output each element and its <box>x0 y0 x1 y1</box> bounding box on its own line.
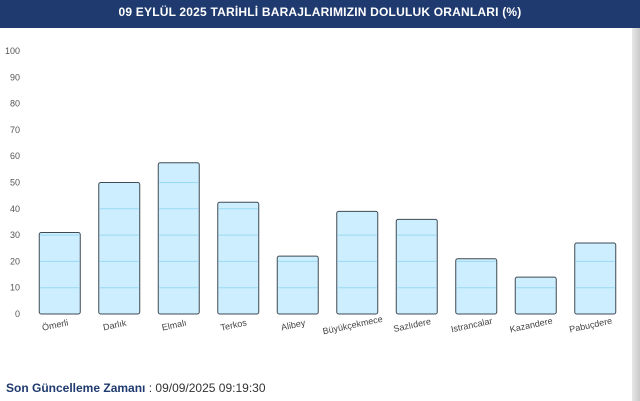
y-tick-label: 0 <box>15 309 20 319</box>
bar[interactable] <box>514 276 557 315</box>
bar[interactable] <box>98 182 141 315</box>
last-update-separator: : <box>145 381 156 395</box>
chart-title-bar: 09 EYLÜL 2025 TARİHLİ BARAJLARIMIZIN DOL… <box>0 0 640 28</box>
bar-group <box>514 276 557 315</box>
y-tick-label: 50 <box>10 178 20 188</box>
y-tick-label: 90 <box>10 72 20 82</box>
y-tick-label: 100 <box>5 46 20 56</box>
bar[interactable] <box>38 231 81 315</box>
bar[interactable] <box>276 255 319 315</box>
chart-area: 0 10 20 30 40 50 60 70 80 90 100 Ömerli Darlık Elmalı… <box>0 34 630 354</box>
bar-group <box>217 201 260 315</box>
last-update-label: Son Güncelleme Zamanı <box>6 381 146 395</box>
bar-group <box>455 258 498 315</box>
bar[interactable] <box>157 162 200 315</box>
bar[interactable] <box>336 210 379 315</box>
y-tick-label: 80 <box>10 99 20 109</box>
x-tick-label: Ömerli <box>41 317 69 332</box>
bar[interactable] <box>395 218 438 315</box>
bar-group <box>276 255 319 315</box>
bar-group <box>574 242 617 315</box>
last-update-value: 09/09/2025 09:19:30 <box>155 381 266 395</box>
y-tick-label: 10 <box>10 283 20 293</box>
y-tick-label: 40 <box>10 204 20 214</box>
y-tick-label: 20 <box>10 256 20 266</box>
x-tick-label: Darlık <box>102 318 128 333</box>
last-update: Son Güncelleme Zamanı : 09/09/2025 09:19… <box>6 381 266 395</box>
x-tick-label: Elmalı <box>161 318 188 333</box>
y-tick-label: 70 <box>10 125 20 135</box>
bar[interactable] <box>574 242 617 315</box>
bar-group <box>98 182 141 315</box>
bar-group <box>336 210 379 315</box>
x-tick-label: Kazandere <box>509 316 554 335</box>
bar-chart: 0 10 20 30 40 50 60 70 80 90 100 Ömerli Darlık Elmalı… <box>5 46 617 336</box>
chart-title: 09 EYLÜL 2025 TARİHLİ BARAJLARIMIZIN DOL… <box>118 5 522 19</box>
y-tick-label: 30 <box>10 230 20 240</box>
x-tick-label: Pabuçdere <box>568 316 613 335</box>
bar-group <box>157 162 200 315</box>
x-tick-label: Alibey <box>280 318 307 333</box>
bar[interactable] <box>455 258 498 315</box>
x-tick-label: Terkos <box>220 317 248 332</box>
bar-group <box>395 218 438 315</box>
y-tick-label: 60 <box>10 151 20 161</box>
bar[interactable] <box>217 201 260 315</box>
x-tick-label: Sazlıdere <box>392 316 431 334</box>
scroll-edge <box>632 28 640 401</box>
x-tick-label: Büyükçekmece <box>322 314 384 336</box>
x-tick-label: Istrancalar <box>450 316 493 335</box>
bar-group <box>38 231 81 315</box>
